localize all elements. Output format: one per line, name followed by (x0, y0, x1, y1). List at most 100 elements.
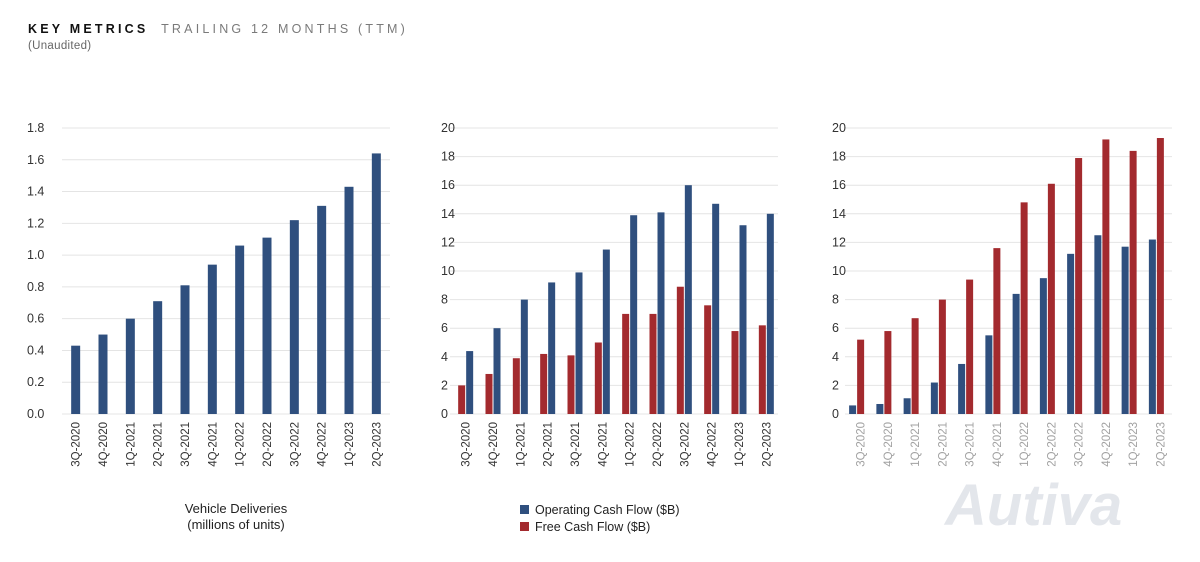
bar (758, 325, 766, 414)
x-tick-label: 4Q-2022 (317, 422, 329, 467)
bar (567, 355, 575, 414)
legend-label: Operating Cash Flow ($B) (535, 503, 680, 517)
y-tick-label: 20 (441, 121, 455, 135)
bar (180, 285, 190, 414)
y-tick-label: 20 (832, 121, 846, 135)
legend-label: Free Cash Flow ($B) (535, 520, 650, 534)
y-tick-label: 0.4 (27, 343, 44, 357)
page-title: KEY METRICS TRAILING 12 MONTHS (TTM) (28, 22, 408, 36)
bar (1075, 158, 1083, 414)
y-tick-label: 2 (441, 378, 448, 392)
legend-swatch (520, 505, 529, 514)
x-tick-label: 4Q-2022 (707, 422, 719, 467)
bar (876, 403, 884, 414)
chart-2: 0 2 4 6 8 10 12 14 16 18 20 3Q-2020 4Q-2020 1Q-2021 2Q… (441, 121, 778, 534)
bar (630, 215, 638, 414)
x-tick-label: 1Q-2021 (125, 422, 137, 467)
x-tick-label: 4Q-2020 (98, 422, 110, 467)
bar (704, 305, 712, 414)
bar (466, 351, 474, 414)
bar (1039, 278, 1047, 414)
bar (1094, 235, 1102, 414)
bar (485, 373, 493, 414)
bar (657, 212, 665, 414)
y-tick-label: 16 (441, 178, 455, 192)
x-tick-label: 2Q-2022 (652, 422, 664, 467)
title-light: TRAILING 12 MONTHS (TTM) (161, 22, 409, 36)
x-tick-label: 3Q-2020 (71, 422, 83, 467)
bar (540, 353, 548, 414)
y-tick-label: 12 (441, 235, 455, 249)
x-tick-label: 4Q-2021 (597, 422, 609, 467)
y-tick-label: 8 (441, 293, 448, 307)
x-tick-label: 2Q-2021 (153, 422, 165, 467)
bar (71, 345, 81, 414)
bar (317, 205, 327, 414)
x-tick-label: 1Q-2022 (1019, 422, 1031, 467)
x-tick-label: 1Q-2023 (344, 422, 356, 467)
x-tick-label: 3Q-2021 (180, 422, 192, 467)
bar (1156, 138, 1164, 414)
bar (622, 313, 630, 414)
x-tick-label: 1Q-2022 (235, 422, 247, 467)
bar (153, 301, 163, 414)
x-tick-label: 4Q-2020 (488, 422, 500, 467)
y-tick-label: 0.8 (27, 280, 44, 294)
x-tick-label: 2Q-2023 (1155, 422, 1167, 467)
bar (262, 237, 272, 414)
legend-swatch (520, 522, 529, 531)
page-subtitle: (Unaudited) (28, 40, 92, 52)
y-tick-label: 14 (441, 207, 455, 221)
y-tick-label: 18 (441, 150, 455, 164)
bar (493, 328, 501, 414)
x-tick-label: 3Q-2022 (1074, 422, 1086, 467)
page-header: KEY METRICS TRAILING 12 MONTHS (TTM) (Un… (28, 22, 408, 52)
bar (602, 249, 610, 414)
bar (849, 405, 857, 414)
y-tick-label: 10 (441, 264, 455, 278)
x-tick-label: 3Q-2022 (679, 422, 691, 467)
x-tick-label: 2Q-2023 (371, 422, 383, 467)
y-tick-label: 1.4 (27, 185, 44, 199)
watermark-logo: Autiva (943, 473, 1122, 538)
bar (958, 363, 966, 414)
y-tick-label: 8 (832, 293, 839, 307)
bar (938, 299, 946, 414)
bar (930, 382, 938, 414)
x-axis-label: Vehicle Deliveries (185, 501, 288, 516)
bar (594, 342, 602, 414)
x-tick-label: 1Q-2023 (1128, 422, 1140, 467)
bar (676, 286, 684, 414)
bar (344, 186, 354, 414)
y-tick-label: 18 (832, 150, 846, 164)
bar (684, 185, 692, 414)
bar (966, 279, 974, 414)
bar (712, 203, 720, 414)
bar (1067, 253, 1075, 414)
y-tick-label: 12 (832, 235, 846, 249)
x-tick-label: 4Q-2020 (883, 422, 895, 467)
bar (520, 299, 528, 414)
bar (903, 398, 911, 414)
bar (739, 225, 747, 414)
x-tick-label: 2Q-2023 (761, 422, 773, 467)
bar (1129, 150, 1137, 414)
x-tick-label: 3Q-2020 (461, 422, 473, 467)
y-tick-label: 0.0 (27, 407, 44, 421)
x-tick-label: 1Q-2021 (910, 422, 922, 467)
bar (993, 248, 1001, 414)
bar (289, 220, 299, 414)
bar (649, 313, 657, 414)
y-tick-label: 6 (832, 321, 839, 335)
bar (575, 272, 583, 414)
bar (548, 282, 556, 414)
y-tick-label: 14 (832, 207, 846, 221)
x-tick-label: 4Q-2021 (992, 422, 1004, 467)
bar (1020, 202, 1028, 414)
x-tick-label: 4Q-2022 (1101, 422, 1113, 467)
bar (371, 153, 381, 414)
x-tick-label: 3Q-2020 (856, 422, 868, 467)
bar (766, 213, 774, 414)
x-tick-label: 1Q-2022 (625, 422, 637, 467)
